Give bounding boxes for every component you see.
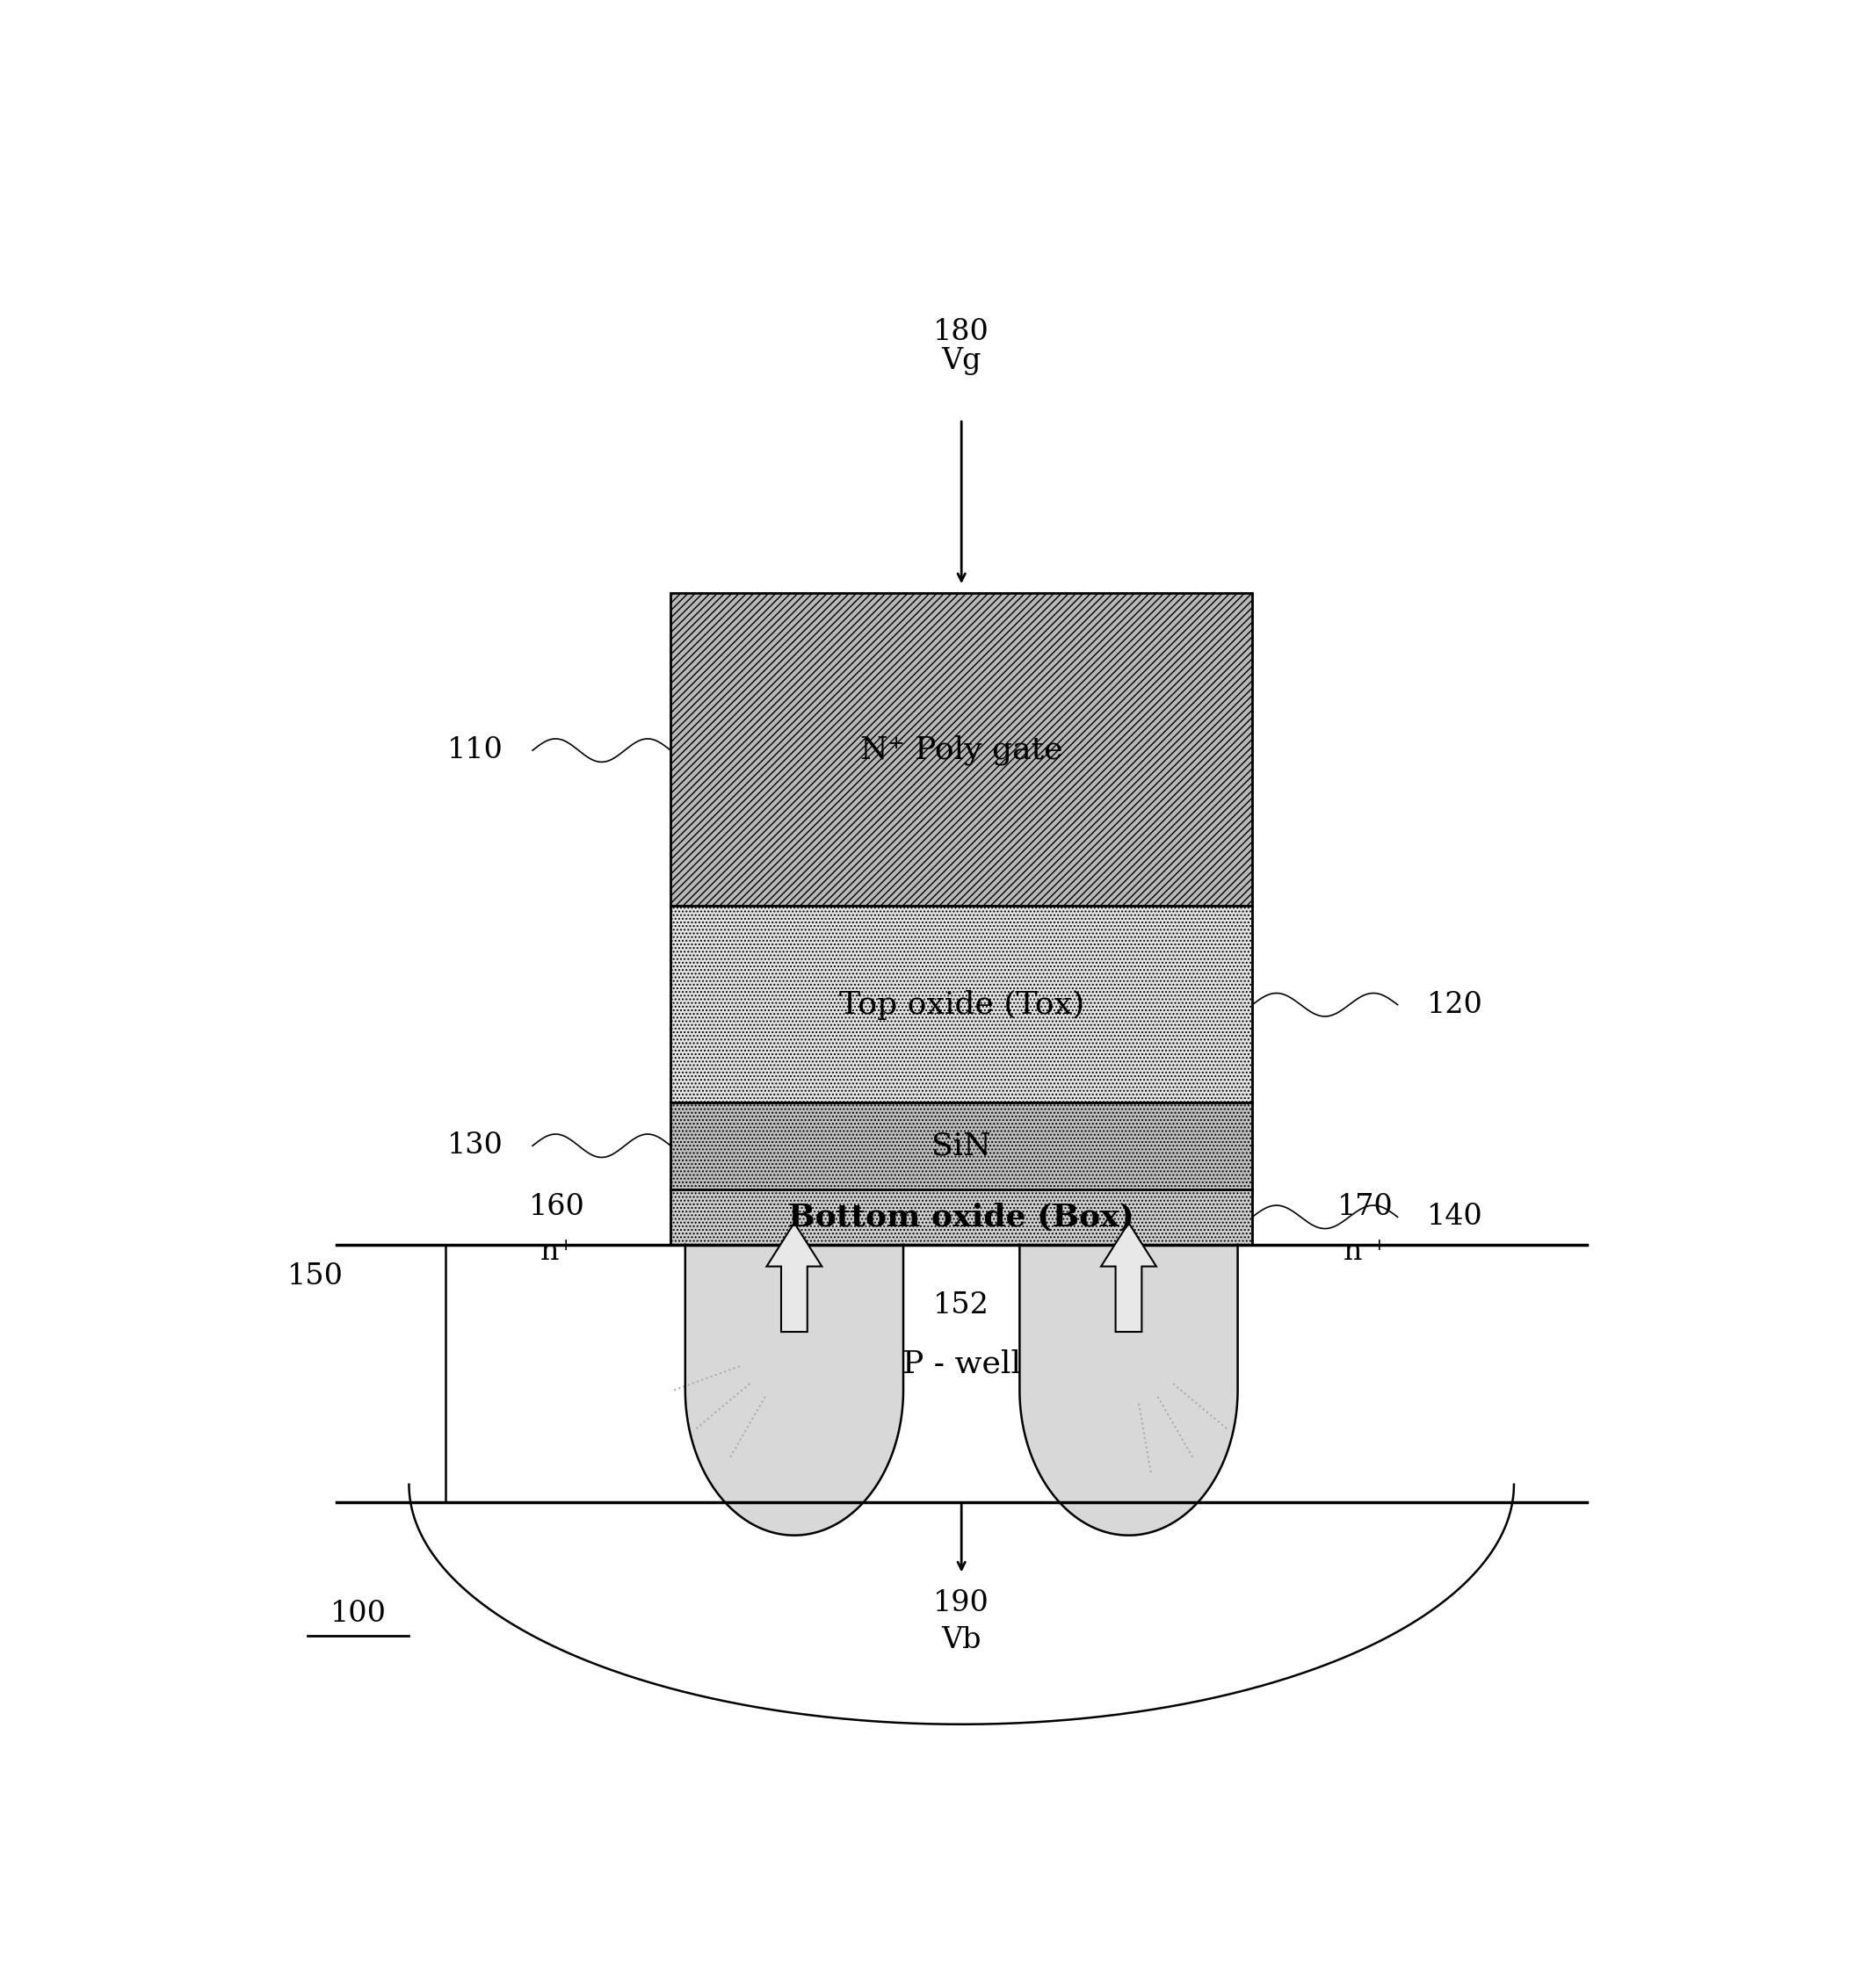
Bar <box>672 905 1253 1101</box>
Text: n⁺: n⁺ <box>540 1238 574 1266</box>
Text: 190: 190 <box>934 1589 989 1618</box>
Text: 140: 140 <box>1426 1202 1482 1230</box>
Bar <box>672 594 1253 905</box>
Text: 150: 150 <box>287 1262 343 1292</box>
Text: 170: 170 <box>1338 1193 1394 1222</box>
Bar <box>672 1189 1253 1244</box>
Bar <box>672 905 1253 1101</box>
PathPatch shape <box>767 1222 822 1331</box>
Text: Vg: Vg <box>942 347 981 374</box>
Text: 130: 130 <box>446 1131 503 1159</box>
PathPatch shape <box>1101 1222 1156 1331</box>
Text: Vb: Vb <box>942 1626 981 1654</box>
Text: SiN: SiN <box>932 1131 991 1161</box>
Text: 120: 120 <box>1426 990 1482 1018</box>
Text: Bottom oxide (Box): Bottom oxide (Box) <box>788 1202 1135 1232</box>
Text: N⁺ Poly gate: N⁺ Poly gate <box>861 735 1062 765</box>
Polygon shape <box>1021 1244 1238 1535</box>
Text: P - well: P - well <box>902 1349 1021 1379</box>
Text: 160: 160 <box>529 1193 585 1222</box>
Bar <box>672 1189 1253 1244</box>
Text: 152: 152 <box>934 1292 989 1319</box>
Text: 110: 110 <box>446 737 503 765</box>
Polygon shape <box>685 1244 904 1535</box>
Text: n ⁺: n ⁺ <box>1343 1238 1388 1266</box>
Text: 180: 180 <box>934 317 989 347</box>
Text: 100: 100 <box>330 1601 386 1628</box>
Bar <box>672 1101 1253 1189</box>
Text: Top oxide (Tox): Top oxide (Tox) <box>839 990 1084 1020</box>
Bar <box>672 1101 1253 1189</box>
Bar <box>672 594 1253 905</box>
